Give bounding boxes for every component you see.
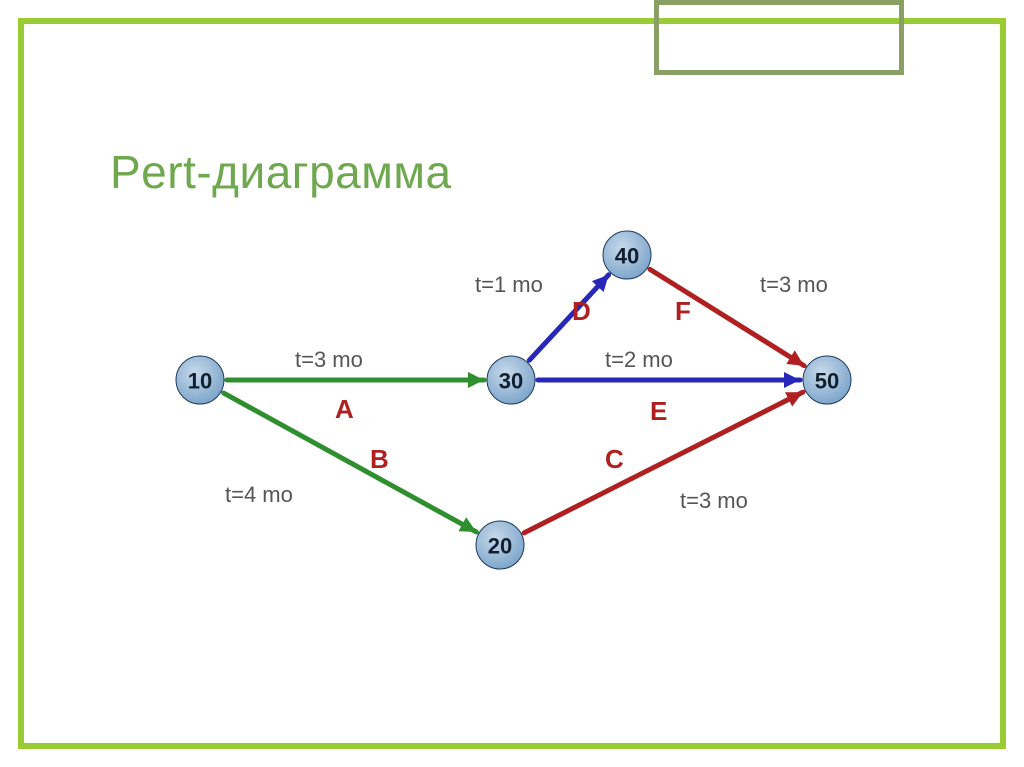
node-50: 50 [803,356,851,404]
node-20: 20 [476,521,524,569]
edge-name-label-B: B [370,444,389,474]
node-10: 10 [176,356,224,404]
svg-text:30: 30 [499,369,523,394]
pert-diagram: 10 20 30 40 50 t=3 mo At=4 mo Bt=3 mo Ct=1 mo Dt… [0,0,1024,767]
edge-time-label-B: t=4 mo [225,482,293,507]
edge-name-label-A: A [335,394,354,424]
edge-name-label-C: C [605,444,624,474]
edge-time-label-F: t=3 mo [760,272,828,297]
arrowhead-30-50 [784,372,800,388]
svg-text:40: 40 [615,244,639,269]
edge-name-label-E: E [650,396,667,426]
svg-text:50: 50 [815,369,839,394]
svg-text:20: 20 [488,534,512,559]
edge-time-label-E: t=2 mo [605,347,673,372]
node-40: 40 [603,231,651,279]
edge-name-label-F: F [675,296,691,326]
edge-time-label-D: t=1 mo [475,272,543,297]
edge-name-label-D: D [572,296,591,326]
edge-time-label-A: t=3 mo [295,347,363,372]
node-30: 30 [487,356,535,404]
slide: Pert-диаграмма 1020304050 t=3 moAt=4 moB… [0,0,1024,767]
arrowhead-10-30 [468,372,484,388]
svg-text:10: 10 [188,369,212,394]
edge-time-label-C: t=3 mo [680,488,748,513]
